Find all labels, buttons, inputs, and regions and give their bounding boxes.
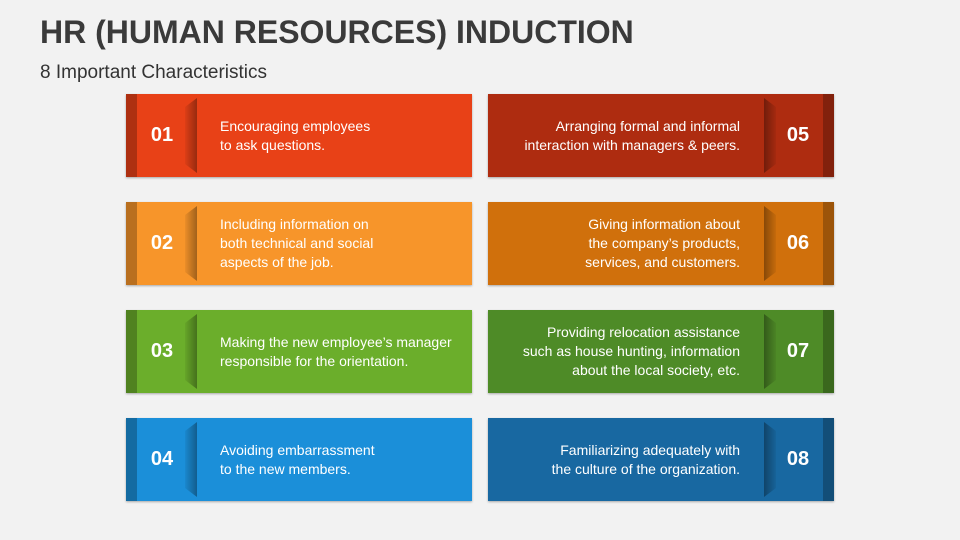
card-number: 02 (150, 232, 174, 254)
characteristic-card-01: 01 Encouraging employees to ask questions… (126, 94, 472, 177)
characteristic-card-05: 05 Arranging formal and informal interact… (488, 94, 834, 177)
card-text: Familiarizing adequately with the cultur… (551, 441, 740, 477)
characteristic-card-03: 03 Making the new employee’s manager resp… (126, 310, 472, 393)
card-number: 08 (786, 448, 810, 470)
page-title: HR (HUMAN RESOURCES) INDUCTION (40, 14, 634, 50)
characteristic-card-04: 04 Avoiding embarrassment to the new memb… (126, 418, 472, 501)
card-text: Including information on both technical … (220, 216, 374, 270)
ribbon-fold (764, 422, 776, 497)
card-edge (126, 94, 137, 177)
card-text: Encouraging employees to ask questions. (220, 117, 371, 153)
ribbon-fold (185, 422, 197, 497)
card-text: Making the new employee’s manager respon… (220, 333, 452, 369)
card-edge (823, 310, 834, 393)
card-text: Arranging formal and informal interactio… (524, 117, 740, 153)
characteristic-card-06: 06 Giving information about the company’s… (488, 202, 834, 285)
card-number: 05 (786, 124, 810, 146)
card-text: Giving information about the company’s p… (585, 216, 740, 270)
card-text: Providing relocation assistance such as … (522, 324, 740, 378)
card-edge (823, 202, 834, 285)
characteristic-card-02: 02 Including information on both technica… (126, 202, 472, 285)
card-number: 07 (786, 340, 810, 362)
card-edge (823, 418, 834, 501)
characteristic-card-07: 07 Providing relocation assistance such a… (488, 310, 834, 393)
card-number: 04 (150, 448, 174, 470)
card-edge (126, 310, 137, 393)
ribbon-fold (185, 98, 197, 173)
page-subtitle: 8 Important Characteristics (40, 62, 268, 83)
card-text: Avoiding embarrassment to the new member… (220, 441, 375, 477)
characteristic-card-08: 08 Familiarizing adequately with the cult… (488, 418, 834, 501)
ribbon-fold (185, 206, 197, 281)
card-number: 06 (786, 232, 810, 254)
ribbon-fold (764, 314, 776, 389)
card-number: 01 (150, 124, 174, 146)
card-edge (823, 94, 834, 177)
ribbon-fold (764, 98, 776, 173)
card-edge (126, 418, 137, 501)
card-edge (126, 202, 137, 285)
ribbon-fold (185, 314, 197, 389)
card-number: 03 (150, 340, 174, 362)
ribbon-fold (764, 206, 776, 281)
